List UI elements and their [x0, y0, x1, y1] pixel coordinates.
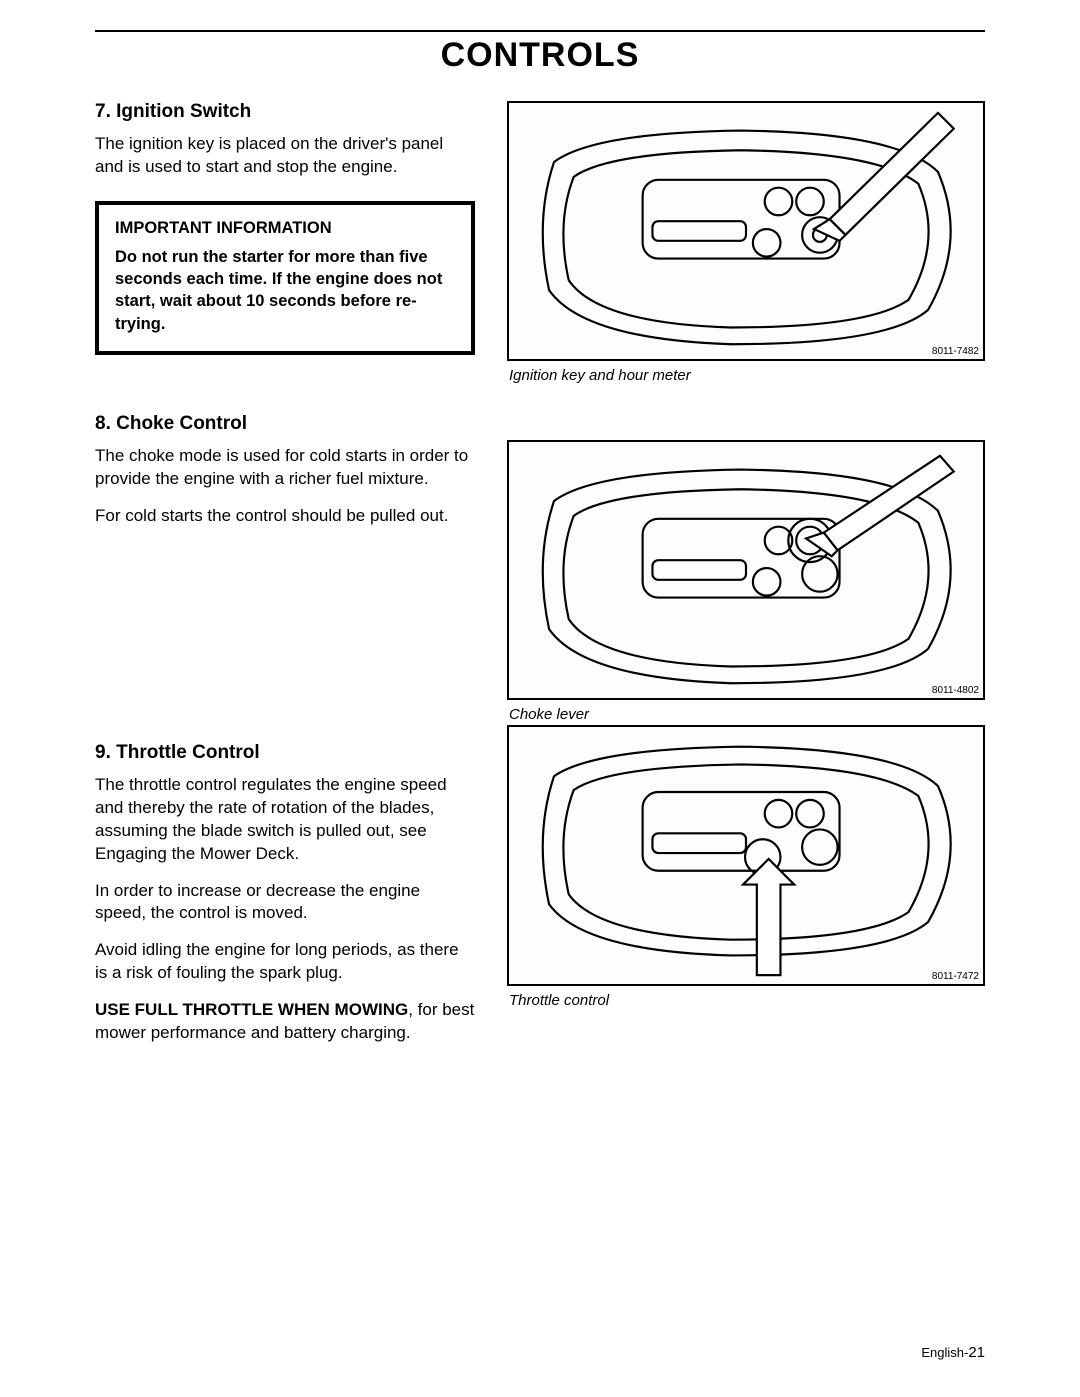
choke-panel-illustration: [509, 442, 983, 698]
section-9-para-4-bold: USE FULL THROTTLE WHEN MOWING: [95, 1000, 408, 1019]
section-7-para-1: The ignition key is placed on the driver…: [95, 133, 475, 179]
ignition-panel-illustration: [509, 103, 983, 359]
figure-ignition: 8011-7482: [507, 101, 985, 361]
section-9-para-1: The throttle control regulates the engin…: [95, 774, 475, 866]
footer-page-number: 21: [968, 1344, 985, 1361]
callout-title: IMPORTANT INFORMATION: [115, 219, 455, 238]
figure-ignition-id: 8011-7482: [932, 346, 979, 357]
page-top-rule: [95, 30, 985, 32]
figure-ignition-caption: Ignition key and hour meter: [509, 367, 985, 384]
section-8-para-1: The choke mode is used for cold starts i…: [95, 445, 475, 491]
section-8-heading: 8. Choke Control: [95, 413, 475, 435]
callout-body: Do not run the starter for more than fiv…: [115, 246, 455, 335]
footer-lang: English-: [921, 1345, 968, 1360]
important-info-callout: IMPORTANT INFORMATION Do not run the sta…: [95, 201, 475, 355]
figure-throttle: 8011-7472: [507, 725, 985, 986]
section-9-para-2: In order to increase or decrease the eng…: [95, 880, 475, 926]
section-9-heading: 9. Throttle Control: [95, 742, 475, 764]
page-title: CONTROLS: [95, 36, 985, 75]
section-9-para-4: USE FULL THROTTLE WHEN MOWING, for best …: [95, 999, 475, 1045]
throttle-panel-illustration: [509, 727, 983, 984]
figure-choke-caption: Choke lever: [509, 706, 985, 723]
left-column: 7. Ignition Switch The ignition key is p…: [95, 101, 475, 1059]
figure-choke: 8011-4802: [507, 440, 985, 700]
section-8-para-2: For cold starts the control should be pu…: [95, 505, 475, 528]
section-9-para-3: Avoid idling the engine for long periods…: [95, 939, 475, 985]
content-columns: 7. Ignition Switch The ignition key is p…: [95, 101, 985, 1059]
figure-choke-id: 8011-4802: [932, 685, 979, 696]
right-column: 8011-7482 Ignition key and hour meter: [507, 101, 985, 1059]
section-7-heading: 7. Ignition Switch: [95, 101, 475, 123]
page-footer: English-21: [921, 1344, 985, 1361]
figure-throttle-id: 8011-7472: [932, 971, 979, 982]
figure-throttle-caption: Throttle control: [509, 992, 985, 1009]
